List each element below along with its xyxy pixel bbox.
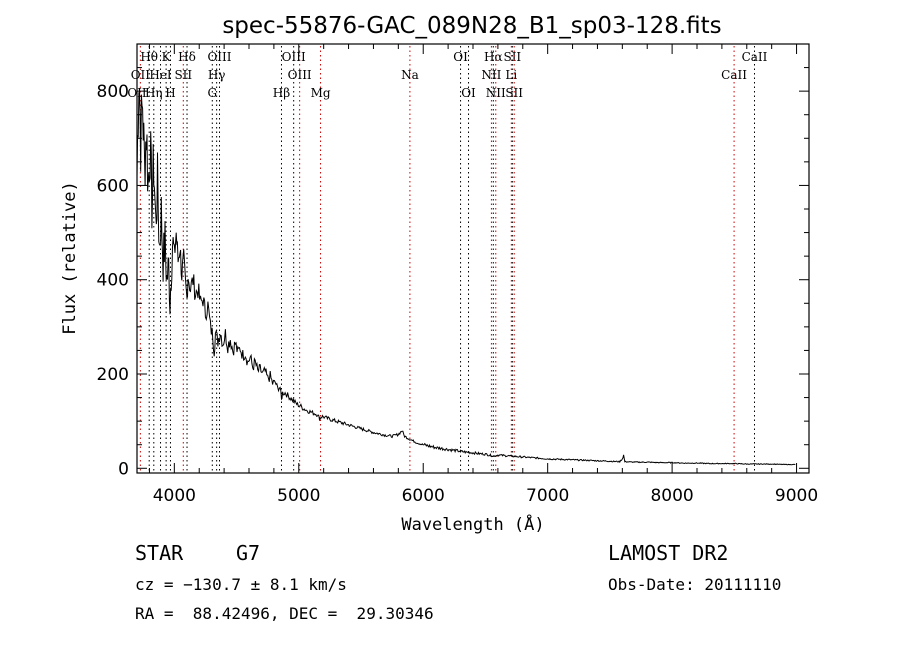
spectral-line-label: Hα	[484, 50, 503, 64]
spectral-line-label: NII	[481, 68, 501, 82]
spectral-line-label: OI	[453, 50, 468, 64]
spectral-line-label: Hθ	[140, 50, 158, 64]
spectral-line-label: SII	[174, 68, 192, 82]
spectrum-series-0	[136, 92, 796, 466]
spectral-line-label: H	[165, 86, 175, 100]
spectral-line-label: Hβ	[273, 86, 290, 100]
spectral-line-label: OIII	[288, 68, 312, 82]
spectral-line-label: OI	[461, 86, 476, 100]
spectral-line-label: OIII	[207, 50, 231, 64]
y-tick-label: 200	[97, 365, 129, 385]
spectral-line-label: K	[162, 50, 172, 64]
coordinates: RA = 88.42496, DEC = 29.30346	[135, 604, 434, 623]
survey-name: LAMOST DR2	[608, 541, 729, 565]
x-tick-label: 9000	[775, 486, 818, 506]
spectral-line-label: NII	[486, 86, 506, 100]
spectral-line-label: SII	[505, 86, 523, 100]
obs-date: Obs-Date: 20111110	[608, 575, 782, 594]
y-axis-label: Flux (relative)	[60, 181, 80, 335]
spectral-line-label: OIII	[282, 50, 306, 64]
spectral-line-label: Mg	[311, 86, 331, 100]
spectral-line-label: G	[207, 86, 217, 100]
x-tick-label: 6000	[402, 486, 445, 506]
spectral-line-label: CaII	[721, 68, 747, 82]
spectral-line-label: HeI	[149, 68, 172, 82]
spectral-line-label: OII	[131, 68, 151, 82]
y-tick-label: 400	[97, 271, 129, 291]
x-tick-label: 8000	[650, 486, 693, 506]
plot-frame	[136, 43, 810, 474]
y-tick-label: 800	[97, 82, 129, 102]
spectral-line-label: Hγ	[208, 68, 226, 82]
spectral-line-label: Na	[401, 68, 419, 82]
x-tick-label: 7000	[526, 486, 569, 506]
redshift-value: cz = −130.7 ± 8.1 km/s	[135, 575, 347, 594]
y-tick-label: 600	[97, 176, 129, 196]
object-subclass: G7	[236, 541, 261, 565]
spectral-line-label: Li	[505, 68, 517, 82]
spectral-line-label: SII	[503, 50, 521, 64]
spectral-line-label: CaII	[742, 50, 768, 64]
axis-ticks-layer: 4000 5000 6000 7000 8000 9000 0 200 400 600 800	[97, 44, 818, 506]
x-tick-label: 5000	[277, 486, 320, 506]
y-tick-label: 0	[118, 459, 129, 479]
chart-title: spec-55876-GAC_089N28_B1_sp03-128.fits	[222, 13, 721, 39]
spectral-line-label: Hδ	[178, 50, 196, 64]
spectral-line-label: Hη	[145, 86, 163, 100]
x-tick-label: 4000	[153, 486, 196, 506]
x-axis-label: Wavelength (Å)	[401, 513, 544, 535]
spectrum-data-layer	[136, 92, 796, 466]
object-class: STAR	[135, 541, 184, 565]
